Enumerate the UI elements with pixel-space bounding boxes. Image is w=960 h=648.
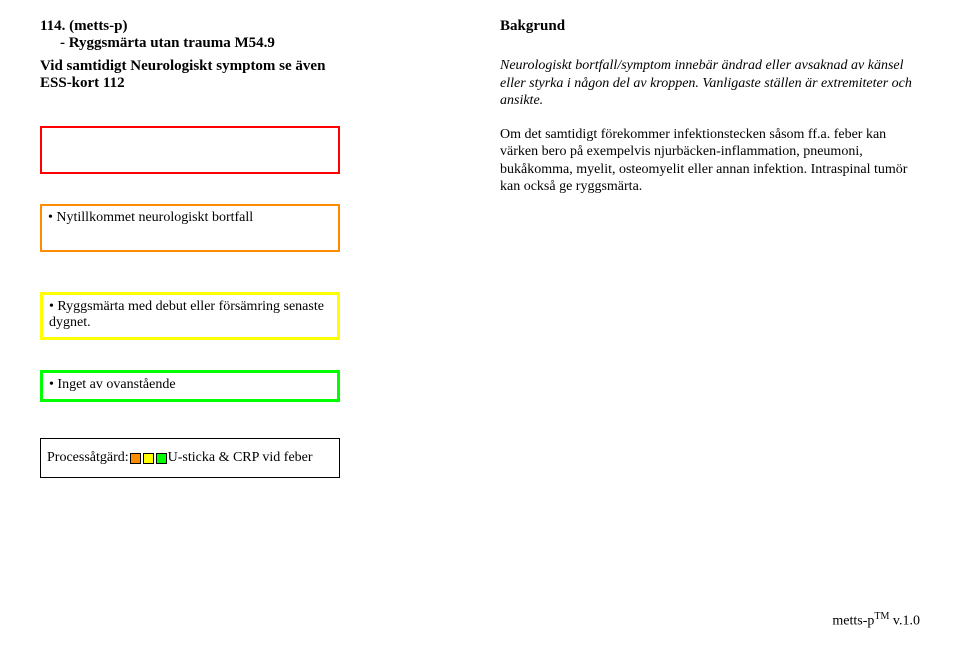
process-box: Processåtgärd: U-sticka & CRP vid feber xyxy=(40,438,340,478)
header-code: 114. (metts-p) xyxy=(40,18,470,35)
priority-box-yellow: • Ryggsmärta med debut eller försämring … xyxy=(40,292,340,340)
background-paragraph-1: Neurologiskt bortfall/symptom innebär än… xyxy=(500,57,920,110)
priority-box-red xyxy=(40,126,340,174)
legend-square-green xyxy=(156,453,167,464)
left-column: 114. (metts-p) Ryggsmärta utan trauma M5… xyxy=(40,18,470,478)
right-column: Bakgrund Neurologiskt bortfall/symptom i… xyxy=(500,18,920,478)
process-text: U-sticka & CRP vid feber xyxy=(168,450,313,466)
process-label: Processåtgärd: xyxy=(47,450,129,466)
footer-tm: TM xyxy=(874,611,889,622)
header-note-1: Vid samtidigt Neurologiskt symptom se äv… xyxy=(40,58,470,75)
footer-version: v.1.0 xyxy=(889,614,920,629)
header-note-2: ESS-kort 112 xyxy=(40,75,470,92)
header-diagnosis: Ryggsmärta utan trauma M54.9 xyxy=(60,35,470,52)
legend-square-yellow xyxy=(143,453,154,464)
background-heading: Bakgrund xyxy=(500,18,920,35)
legend-square-orange xyxy=(130,453,141,464)
background-paragraph-2: Om det samtidigt förekommer infektionste… xyxy=(500,126,920,196)
footer-brand: metts-p xyxy=(832,614,874,629)
priority-box-green: • Inget av ovanstående xyxy=(40,370,340,402)
footer: metts-pTM v.1.0 xyxy=(832,611,920,630)
priority-box-orange: • Nytillkommet neurologiskt bortfall xyxy=(40,204,340,252)
